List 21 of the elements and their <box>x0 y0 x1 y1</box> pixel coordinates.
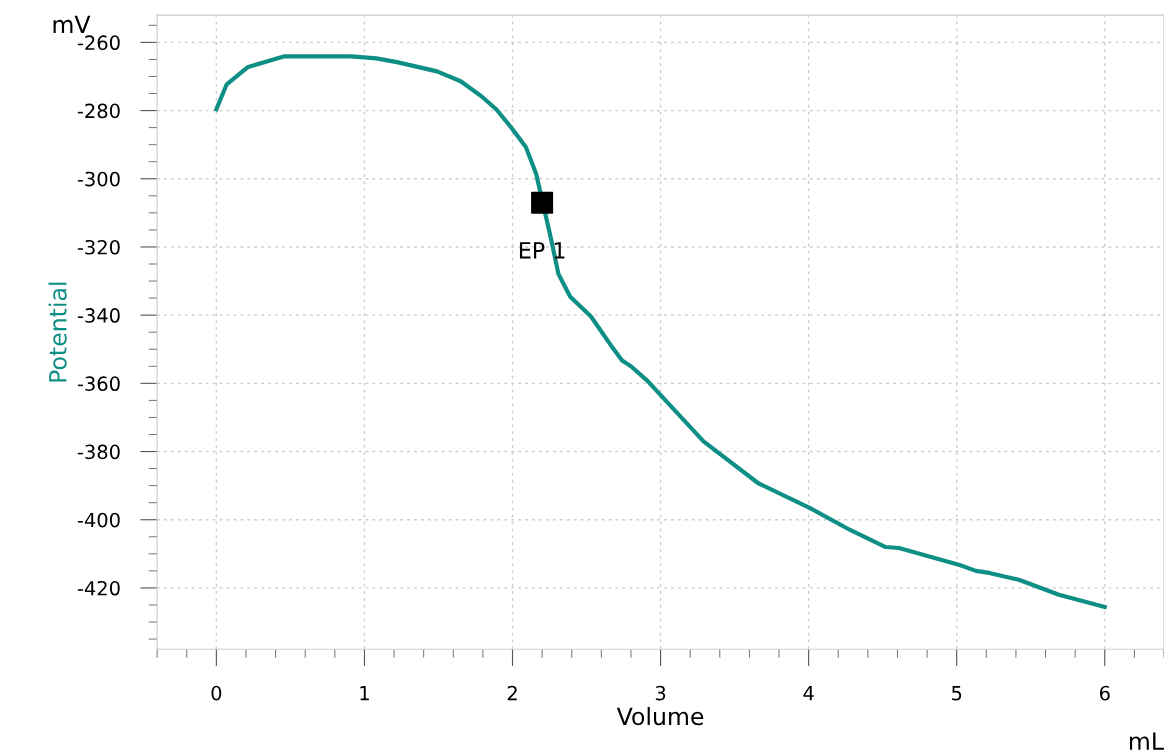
y-tick-label: -340 <box>77 308 120 323</box>
x-tick-label: 5 <box>952 686 962 701</box>
y-tick-label: -400 <box>77 512 120 528</box>
y-tick-label: -280 <box>77 103 120 119</box>
x-tick-label: 2 <box>507 685 517 701</box>
x-tick-label: 4 <box>803 686 814 701</box>
x-axis-title: Volume <box>616 707 704 726</box>
y-tick-label: -320 <box>77 239 120 255</box>
x-tick-label: 1 <box>360 686 369 701</box>
text: mV <box>53 15 91 34</box>
y-tick-label: -260 <box>77 35 120 51</box>
y-axis-title: Potential <box>48 282 67 382</box>
y-tick-label: -420 <box>77 580 120 596</box>
y-tick-label: -360 <box>77 376 120 392</box>
x-tick-label: 0 <box>211 685 222 701</box>
x-tick-label: 6 <box>1099 685 1110 701</box>
text: mL <box>1129 732 1164 750</box>
line-series <box>214 54 1107 610</box>
y-tick-label: -380 <box>77 444 120 460</box>
y-tick-label: -300 <box>77 171 120 187</box>
x-tick-label: 3 <box>655 685 666 701</box>
